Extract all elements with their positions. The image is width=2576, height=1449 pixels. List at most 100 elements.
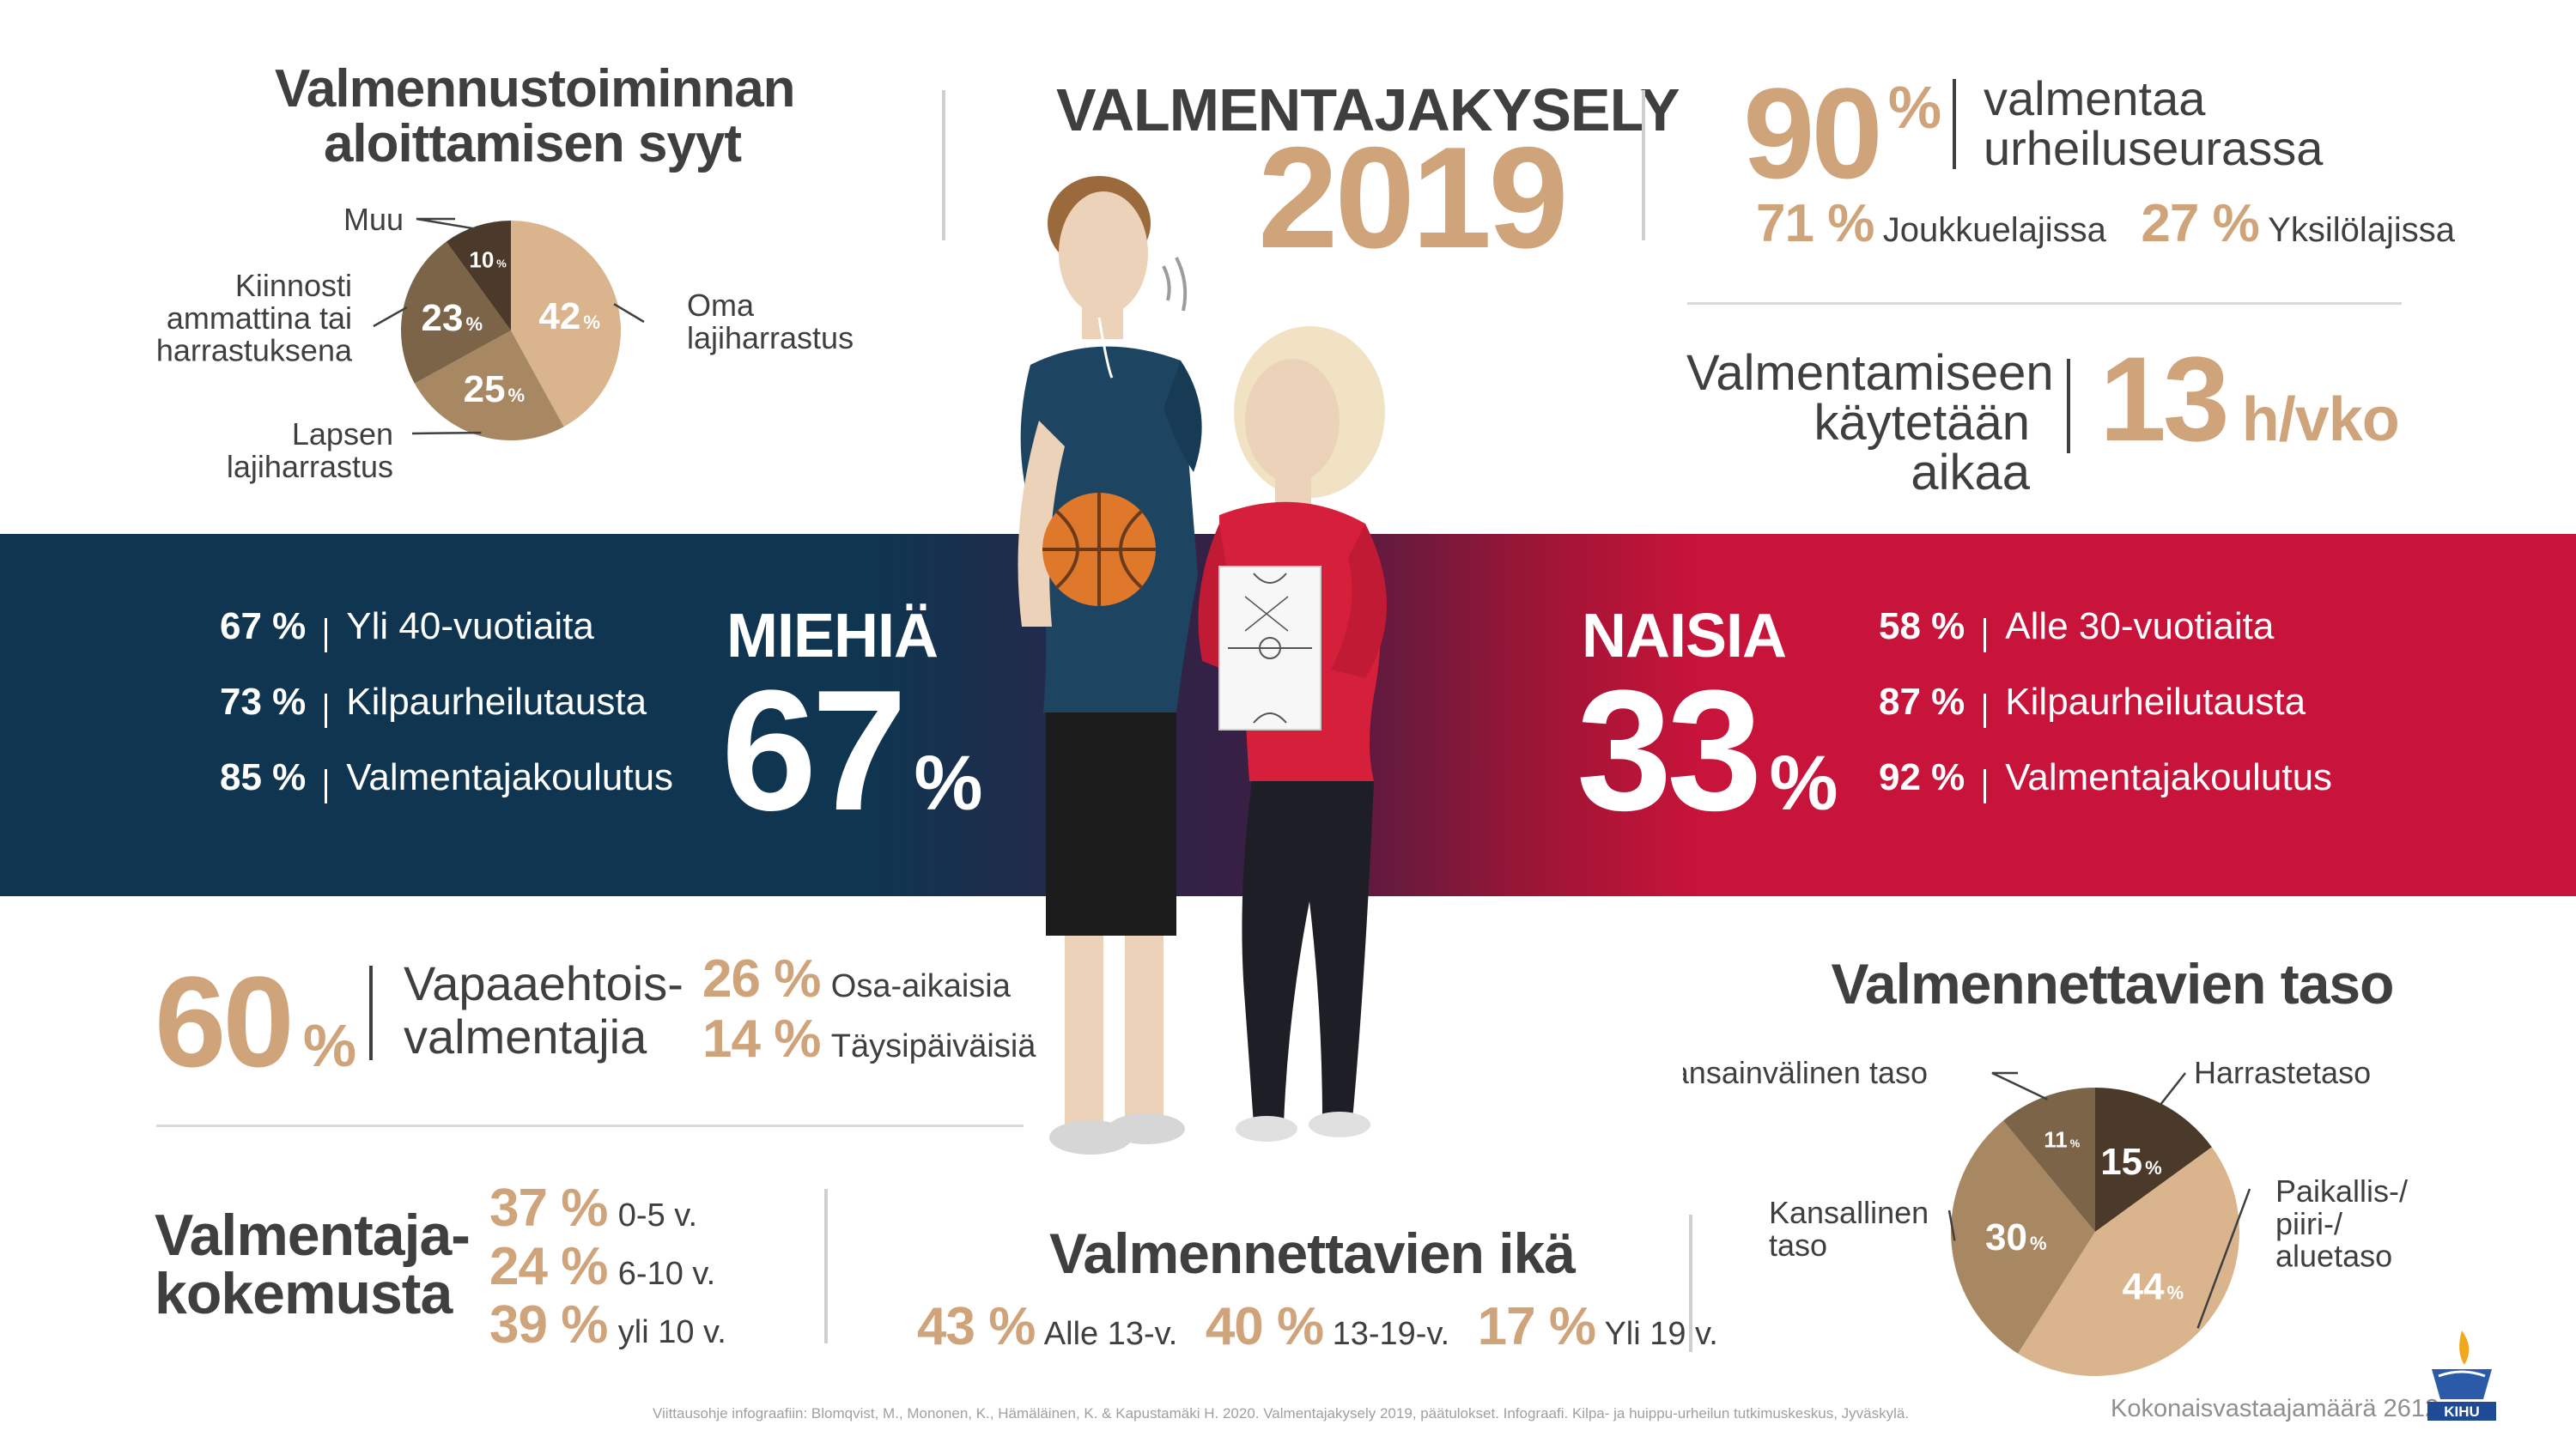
part-time-row: 26 % Osa-aikaisia bbox=[702, 949, 1036, 1009]
volunteer-value-unit: % bbox=[302, 1012, 357, 1079]
pie-leader-line bbox=[1947, 1210, 1956, 1241]
pie-leader-line bbox=[2196, 1188, 2251, 1329]
age-value: 17 % bbox=[1477, 1297, 1596, 1356]
divider-top-right bbox=[1642, 90, 1645, 240]
pie-value-unit: % bbox=[2030, 1233, 2047, 1254]
pie-category-label: Harrastetaso bbox=[2194, 1055, 2371, 1090]
pie-category-label-line: Kiinnosti bbox=[235, 268, 352, 303]
club-label-line2: urheiluseurassa bbox=[1984, 121, 2324, 175]
men-title: MIEHIÄ bbox=[726, 602, 939, 670]
divider-left-lower bbox=[156, 1125, 1024, 1127]
experience-row: 37 % 0-5 v. bbox=[489, 1178, 726, 1238]
time-value-unit: h/vko bbox=[2241, 385, 2400, 454]
men-stat-separator bbox=[325, 693, 328, 728]
pie-category-label-line: Harrastetaso bbox=[2194, 1055, 2371, 1090]
pie-slice bbox=[1951, 1120, 2095, 1354]
level-title: Valmennettavien taso bbox=[1831, 952, 2395, 1016]
men-stat-separator bbox=[325, 617, 328, 652]
pie-leader-line bbox=[373, 306, 408, 328]
experience-label: yli 10 v. bbox=[617, 1314, 726, 1350]
basketball-icon bbox=[1042, 493, 1156, 606]
pie-value-label: 25% bbox=[464, 368, 526, 410]
women-stats: 58 % Alle 30-vuotiaita 87 % Kilpaurheiluta… bbox=[1879, 605, 2332, 832]
experience-title: Valmentaja- kokemusta bbox=[155, 1206, 471, 1323]
pie-leader-line bbox=[613, 303, 645, 324]
pie-category-label-line: Paikallis-/ bbox=[2275, 1173, 2408, 1209]
male-coach-figure bbox=[1018, 176, 1202, 1155]
men-stat-label: Yli 40-vuotiaita bbox=[346, 605, 594, 647]
pie-slice bbox=[2002, 1088, 2095, 1232]
women-title: NAISIA bbox=[1582, 602, 1787, 670]
time-label-line1: Valmentamiseen bbox=[1686, 345, 2054, 401]
men-stat-row: 85 % Valmentajakoulutus bbox=[220, 756, 673, 832]
men-stat-value: 73 % bbox=[220, 681, 307, 723]
age-label: Alle 13-v. bbox=[1043, 1316, 1178, 1352]
volunteer-separator bbox=[369, 966, 373, 1060]
women-stat-value: 58 % bbox=[1879, 605, 1965, 647]
men-stat-row: 67 % Yli 40-vuotiaita bbox=[220, 605, 673, 681]
pie-category-label-line: Oma bbox=[687, 288, 755, 323]
tactics-board-icon bbox=[1218, 566, 1321, 731]
age-label: 13-19-v. bbox=[1332, 1316, 1450, 1352]
pie-value-unit: % bbox=[496, 257, 507, 270]
pie-category-label-line: Muu bbox=[343, 206, 404, 237]
age-items: 43 % Alle 13-v. 40 % 13-19-v. 17 % Yli 1… bbox=[917, 1296, 1718, 1357]
team-sport-label: Joukkuelajissa bbox=[1882, 211, 2106, 249]
men-stats: 67 % Yli 40-vuotiaita 73 % Kilpaurheilutau… bbox=[220, 605, 673, 832]
survey-year: 2019 bbox=[1258, 117, 1569, 278]
pie-slice bbox=[414, 330, 564, 440]
reasons-title-line2: aloittamisen syyt bbox=[323, 114, 742, 173]
women-stat-label: Kilpaurheilutausta bbox=[2005, 681, 2306, 723]
men-stat-separator bbox=[325, 768, 328, 803]
pie-category-label: Muu bbox=[343, 206, 404, 237]
club-label: valmentaa urheiluseurassa bbox=[1984, 74, 2323, 173]
pie-category-label-line: ammattina tai bbox=[167, 300, 352, 336]
men-stat-value: 67 % bbox=[220, 605, 307, 647]
team-sport-value: 71 % bbox=[1756, 194, 1874, 253]
pie-category-label-line: Kansainvälinen taso bbox=[1683, 1055, 1928, 1090]
women-stat-value: 92 % bbox=[1879, 756, 1965, 798]
experience-label: 0-5 v. bbox=[617, 1197, 697, 1234]
pie-category-label: Oma lajiharrastus bbox=[687, 288, 854, 355]
female-coach-figure bbox=[1198, 326, 1387, 1142]
age-title: Valmennettavien ikä bbox=[1049, 1222, 1576, 1285]
full-time-row: 14 % Täysipäiväisiä bbox=[702, 1009, 1036, 1069]
pie-category-label-line: lajiharrastus bbox=[227, 449, 393, 484]
divider-right-upper bbox=[1687, 302, 2402, 305]
pie-category-label-line: Lapsen bbox=[292, 416, 393, 452]
volunteer-value: 60% bbox=[155, 957, 356, 1110]
women-value-number: 33 bbox=[1577, 655, 1762, 846]
individual-sport-label: Yksilölajissa bbox=[2268, 211, 2456, 249]
pie-category-label-line: lajiharrastus bbox=[687, 320, 854, 355]
pie-category-label-line: aluetaso bbox=[2275, 1239, 2392, 1274]
reasons-title-line1: Valmennustoiminnan bbox=[275, 59, 796, 118]
experience-value: 37 % bbox=[489, 1179, 608, 1238]
women-value: 33% bbox=[1577, 665, 1838, 870]
experience-value: 24 % bbox=[489, 1237, 608, 1296]
whistle-icon bbox=[1097, 257, 1188, 379]
club-value: 90% bbox=[1743, 69, 1941, 197]
women-stat-row: 92 % Valmentajakoulutus bbox=[1879, 756, 2332, 832]
men-value-unit: % bbox=[914, 741, 983, 827]
women-value-unit: % bbox=[1769, 741, 1838, 827]
pie-value-unit: % bbox=[508, 385, 526, 406]
pie-value-unit: % bbox=[2070, 1137, 2081, 1150]
women-stat-value: 87 % bbox=[1879, 681, 1965, 723]
club-label-line1: valmentaa bbox=[1984, 71, 2206, 125]
pie-category-label-line: Kansallinen bbox=[1769, 1195, 1929, 1230]
men-stat-row: 73 % Kilpaurheilutausta bbox=[220, 681, 673, 756]
citation: Viittausohje infograafiin: Blomqvist, M.… bbox=[653, 1405, 1910, 1422]
divider-top-left bbox=[942, 90, 945, 240]
pie-slice bbox=[400, 241, 511, 384]
volunteer-label: Vapaaehtois- valmentajia bbox=[404, 957, 683, 1064]
men-stat-label: Valmentajakoulutus bbox=[346, 756, 674, 798]
women-stat-separator bbox=[1984, 617, 1987, 652]
pie-category-label-line: piiri-/ bbox=[2275, 1206, 2342, 1241]
women-stat-row: 58 % Alle 30-vuotiaita bbox=[1879, 605, 2332, 681]
age-value: 43 % bbox=[917, 1297, 1036, 1356]
pie-slice bbox=[2017, 1147, 2239, 1376]
club-value-number: 90 bbox=[1743, 61, 1883, 205]
pie-leader-line bbox=[2158, 1072, 2186, 1107]
part-time-value: 26 % bbox=[702, 949, 821, 1009]
